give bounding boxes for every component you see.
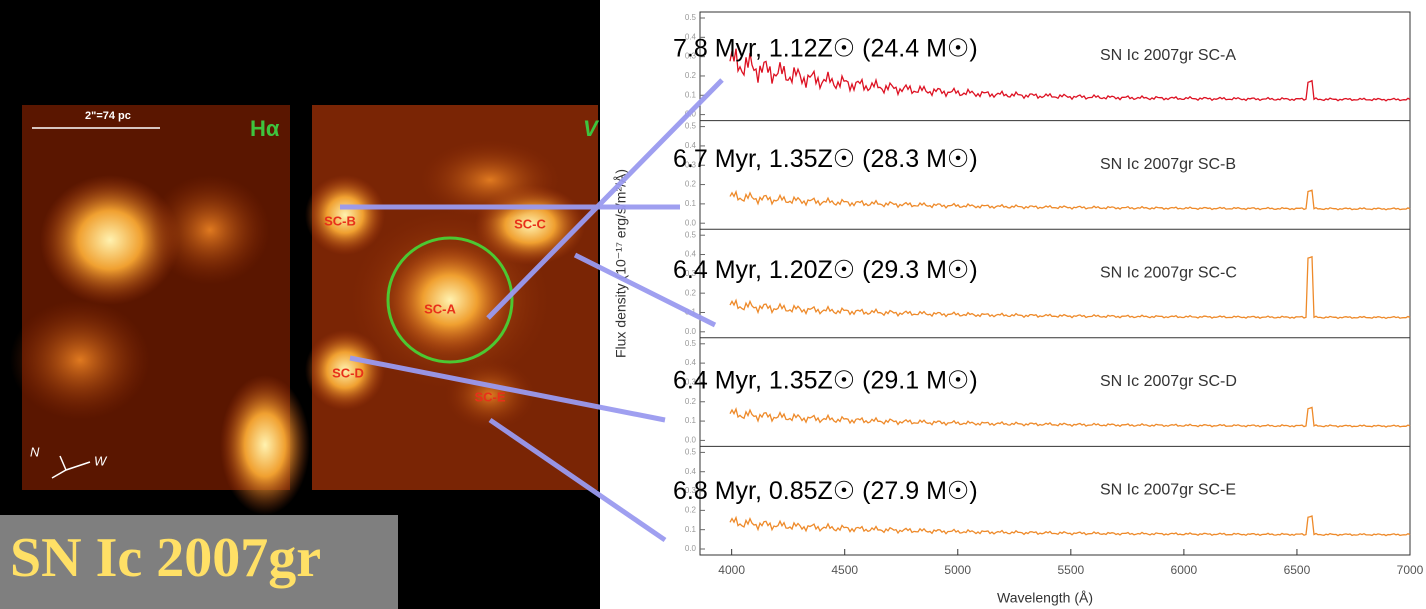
fit-annotation: 7.8 Myr, 1.12Z☉ (24.4 M☉): [673, 35, 978, 63]
band-label: Hα: [250, 116, 280, 141]
y-tick-label: 0.1: [685, 199, 697, 208]
x-tick-label: 4000: [718, 563, 745, 577]
panel-name: SN Ic 2007gr SC-B: [1100, 156, 1236, 173]
cluster-label: SC-C: [514, 216, 546, 231]
halpha-image: 2"=74 pc Hα N W: [10, 105, 310, 515]
cluster-label: SC-A: [424, 301, 456, 316]
y-tick-label: 0.2: [685, 71, 697, 80]
title: SN Ic 2007gr: [10, 527, 321, 589]
x-tick-label: 5000: [944, 563, 971, 577]
x-tick-label: 6000: [1171, 563, 1198, 577]
plot-background: [600, 0, 1426, 609]
y-tick-label: 0.1: [685, 416, 697, 425]
v-image: V SC-B SC-C SC-A SC-D SC-E: [305, 105, 600, 490]
compass-w: W: [94, 453, 108, 468]
y-tick-label: 0.4: [685, 467, 697, 476]
y-tick-label: 0.1: [685, 90, 697, 99]
cluster-label: SC-D: [332, 365, 364, 380]
y-tick-label: 0.2: [685, 180, 697, 189]
slide: 2"=74 pc Hα N W V SC-B SC-C SC-A SC-D SC-E S…: [0, 0, 1426, 609]
x-tick-label: 6500: [1284, 563, 1311, 577]
y-tick-label: 0.5: [685, 122, 697, 131]
panel-name: SN Ic 2007gr SC-C: [1100, 264, 1237, 281]
panel-name: SN Ic 2007gr SC-D: [1100, 373, 1237, 390]
y-tick-label: 0.5: [685, 339, 697, 348]
x-tick-label: 5500: [1057, 563, 1084, 577]
compass-n: N: [30, 444, 40, 459]
y-axis-label: Flux density (10⁻¹⁷ erg/s/m²/Å): [613, 169, 629, 358]
y-tick-label: 0.5: [685, 230, 697, 239]
x-tick-label: 7000: [1397, 563, 1424, 577]
panel-name: SN Ic 2007gr SC-A: [1100, 47, 1236, 64]
fit-annotation: 6.8 Myr, 0.85Z☉ (27.9 M☉): [673, 477, 978, 505]
fit-annotation: 6.4 Myr, 1.35Z☉ (29.1 M☉): [673, 366, 978, 394]
y-tick-label: 0.5: [685, 448, 697, 457]
x-tick-label: 4500: [831, 563, 858, 577]
y-tick-label: 0.0: [685, 544, 697, 553]
y-tick-label: 0.2: [685, 505, 697, 514]
band-label: V: [583, 116, 600, 141]
y-tick-label: 0.5: [685, 13, 697, 22]
fit-annotation: 6.4 Myr, 1.20Z☉ (29.3 M☉): [673, 256, 978, 284]
cluster-label: SC-E: [474, 389, 505, 404]
y-tick-label: 0.0: [685, 327, 697, 336]
x-axis-label: Wavelength (Å): [997, 590, 1093, 606]
cluster-label: SC-B: [324, 213, 356, 228]
panel-name: SN Ic 2007gr SC-E: [1100, 482, 1236, 499]
y-tick-label: 0.2: [685, 397, 697, 406]
y-tick-label: 0.1: [685, 525, 697, 534]
y-tick-label: 0.0: [685, 436, 697, 445]
scale-bar: 2"=74 pc: [85, 110, 131, 122]
y-tick-label: 0.2: [685, 288, 697, 297]
y-tick-label: 0.0: [685, 218, 697, 227]
fit-annotation: 6.7 Myr, 1.35Z☉ (28.3 M☉): [673, 145, 978, 173]
